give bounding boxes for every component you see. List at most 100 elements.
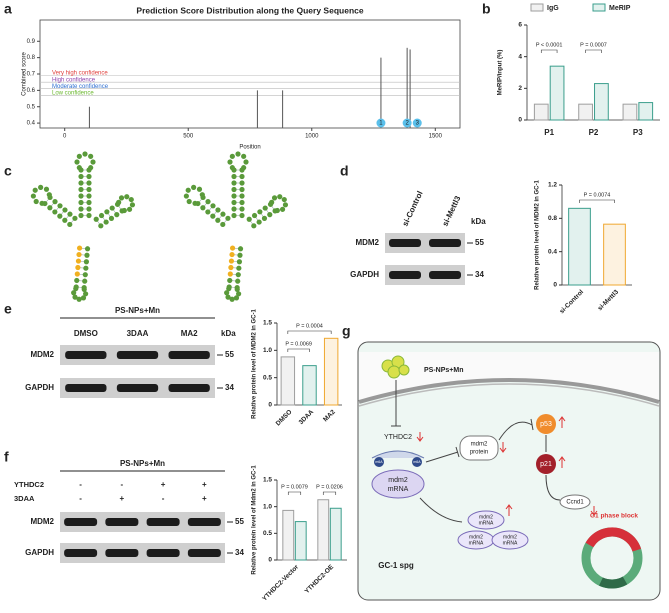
nucleotide [267,212,273,218]
nucleotide [226,286,232,292]
nucleotide [86,212,92,219]
y-axis-label: Relative protein level of Mdm2 in GC-1 [252,465,258,575]
nucleotide [93,216,99,222]
y-tick-label: 0.5 [263,374,272,381]
bar [317,499,330,561]
x-tick-label: 500 [183,134,194,140]
protein-label: protein [470,450,488,456]
nucleotide [80,295,87,301]
nucleotide [98,223,104,229]
nucleotide [233,295,240,301]
blot-band [429,239,461,247]
nucleotide [86,173,92,180]
x-tick-label: P1 [544,128,554,137]
x-tick-label: si-Mettl3 [597,288,621,312]
nucleotide [235,272,241,278]
site-marker [402,118,412,128]
marker-label: 55 [475,238,484,247]
nucleotide [71,290,77,296]
blot-band [64,549,98,557]
y-tick-label: 2 [518,85,522,92]
nucleotide [269,199,275,205]
exported-shape [491,530,529,550]
y-tick-label: 1.5 [263,320,272,327]
chart-title: Prediction Score Distribution along the … [136,5,363,15]
row-label: GAPDH [350,270,379,279]
y-tick-label: 0.9 [27,39,36,45]
nucleotide [86,206,92,212]
nucleotide [231,193,237,199]
p-value: P = 0.0004 [296,323,323,329]
y-tick-label: 1.0 [263,347,272,354]
blot-band [389,239,421,247]
blot-band [116,351,159,359]
nucleotide [243,159,249,165]
blot-strip [60,543,225,563]
exported-label: mRNA [479,520,494,526]
nucleotide [86,180,92,186]
condition-label: 3DAA [14,494,35,503]
blot-band [168,351,210,359]
up-arrow [505,504,513,516]
nucleotide [239,212,245,219]
nucleotide [52,199,58,205]
protein-shape [459,435,499,461]
inhibit-bar [530,418,534,431]
nucleotide [205,199,211,205]
membrane [358,378,660,404]
inhibit-line [545,474,561,501]
nucleotide [237,246,244,252]
x-tick-label: MA2 [322,408,337,423]
nucleotide [186,198,192,205]
nucleotide [277,194,283,200]
nucleotide [78,186,84,193]
nucleotide [231,206,237,212]
p-value: P = 0.0069 [285,341,312,347]
arrow [419,497,463,523]
nucleotide [234,286,240,293]
nucleotide [33,198,39,205]
x-tick-label: YTHDC2-OE [304,563,336,595]
nucleotide [199,192,205,198]
nucleotide [224,290,230,296]
nucleotide [67,211,73,217]
m6a-site [374,457,384,467]
cell-frame [357,341,661,601]
nucleotide [82,278,88,284]
nucleotide [229,296,235,302]
marker-label: 34 [235,548,244,557]
blot-band [429,271,461,279]
x-tick-label: 1000 [305,134,319,140]
nucleotide [104,209,110,215]
threshold-label: Very high confidence [52,71,108,77]
nucleotide [227,277,233,284]
nucleotide [67,221,73,228]
reader-shape [371,450,425,459]
transcript-label: mdm2 [388,477,408,484]
nucleotide [229,245,236,251]
lane-label: si-Mettl3 [441,194,463,228]
nucleotide [128,196,134,203]
nucleotide [46,192,52,198]
nucleotide [62,217,68,223]
nucleotide [274,207,280,214]
bar [578,103,593,121]
nucleotide [78,193,84,199]
marker-label: 34 [225,383,234,392]
p-value: P = 0.0079 [281,484,308,490]
condition-sign: - [162,494,165,503]
nucleotide [229,251,235,258]
bracket [287,330,332,334]
nucleotide [227,271,233,277]
nucleotide [124,194,130,200]
y-tick-label: 1.2 [548,182,557,189]
y-tick-label: 0.5 [27,104,36,110]
y-tick-label: 0.4 [27,121,36,127]
marker-label: 55 [225,350,234,359]
marker-label: 55 [235,517,244,526]
nucleotide [116,199,122,205]
exported-label: mdm2 [503,534,517,540]
nucleotide [220,221,226,228]
bar [622,103,638,121]
bracket [287,491,302,495]
